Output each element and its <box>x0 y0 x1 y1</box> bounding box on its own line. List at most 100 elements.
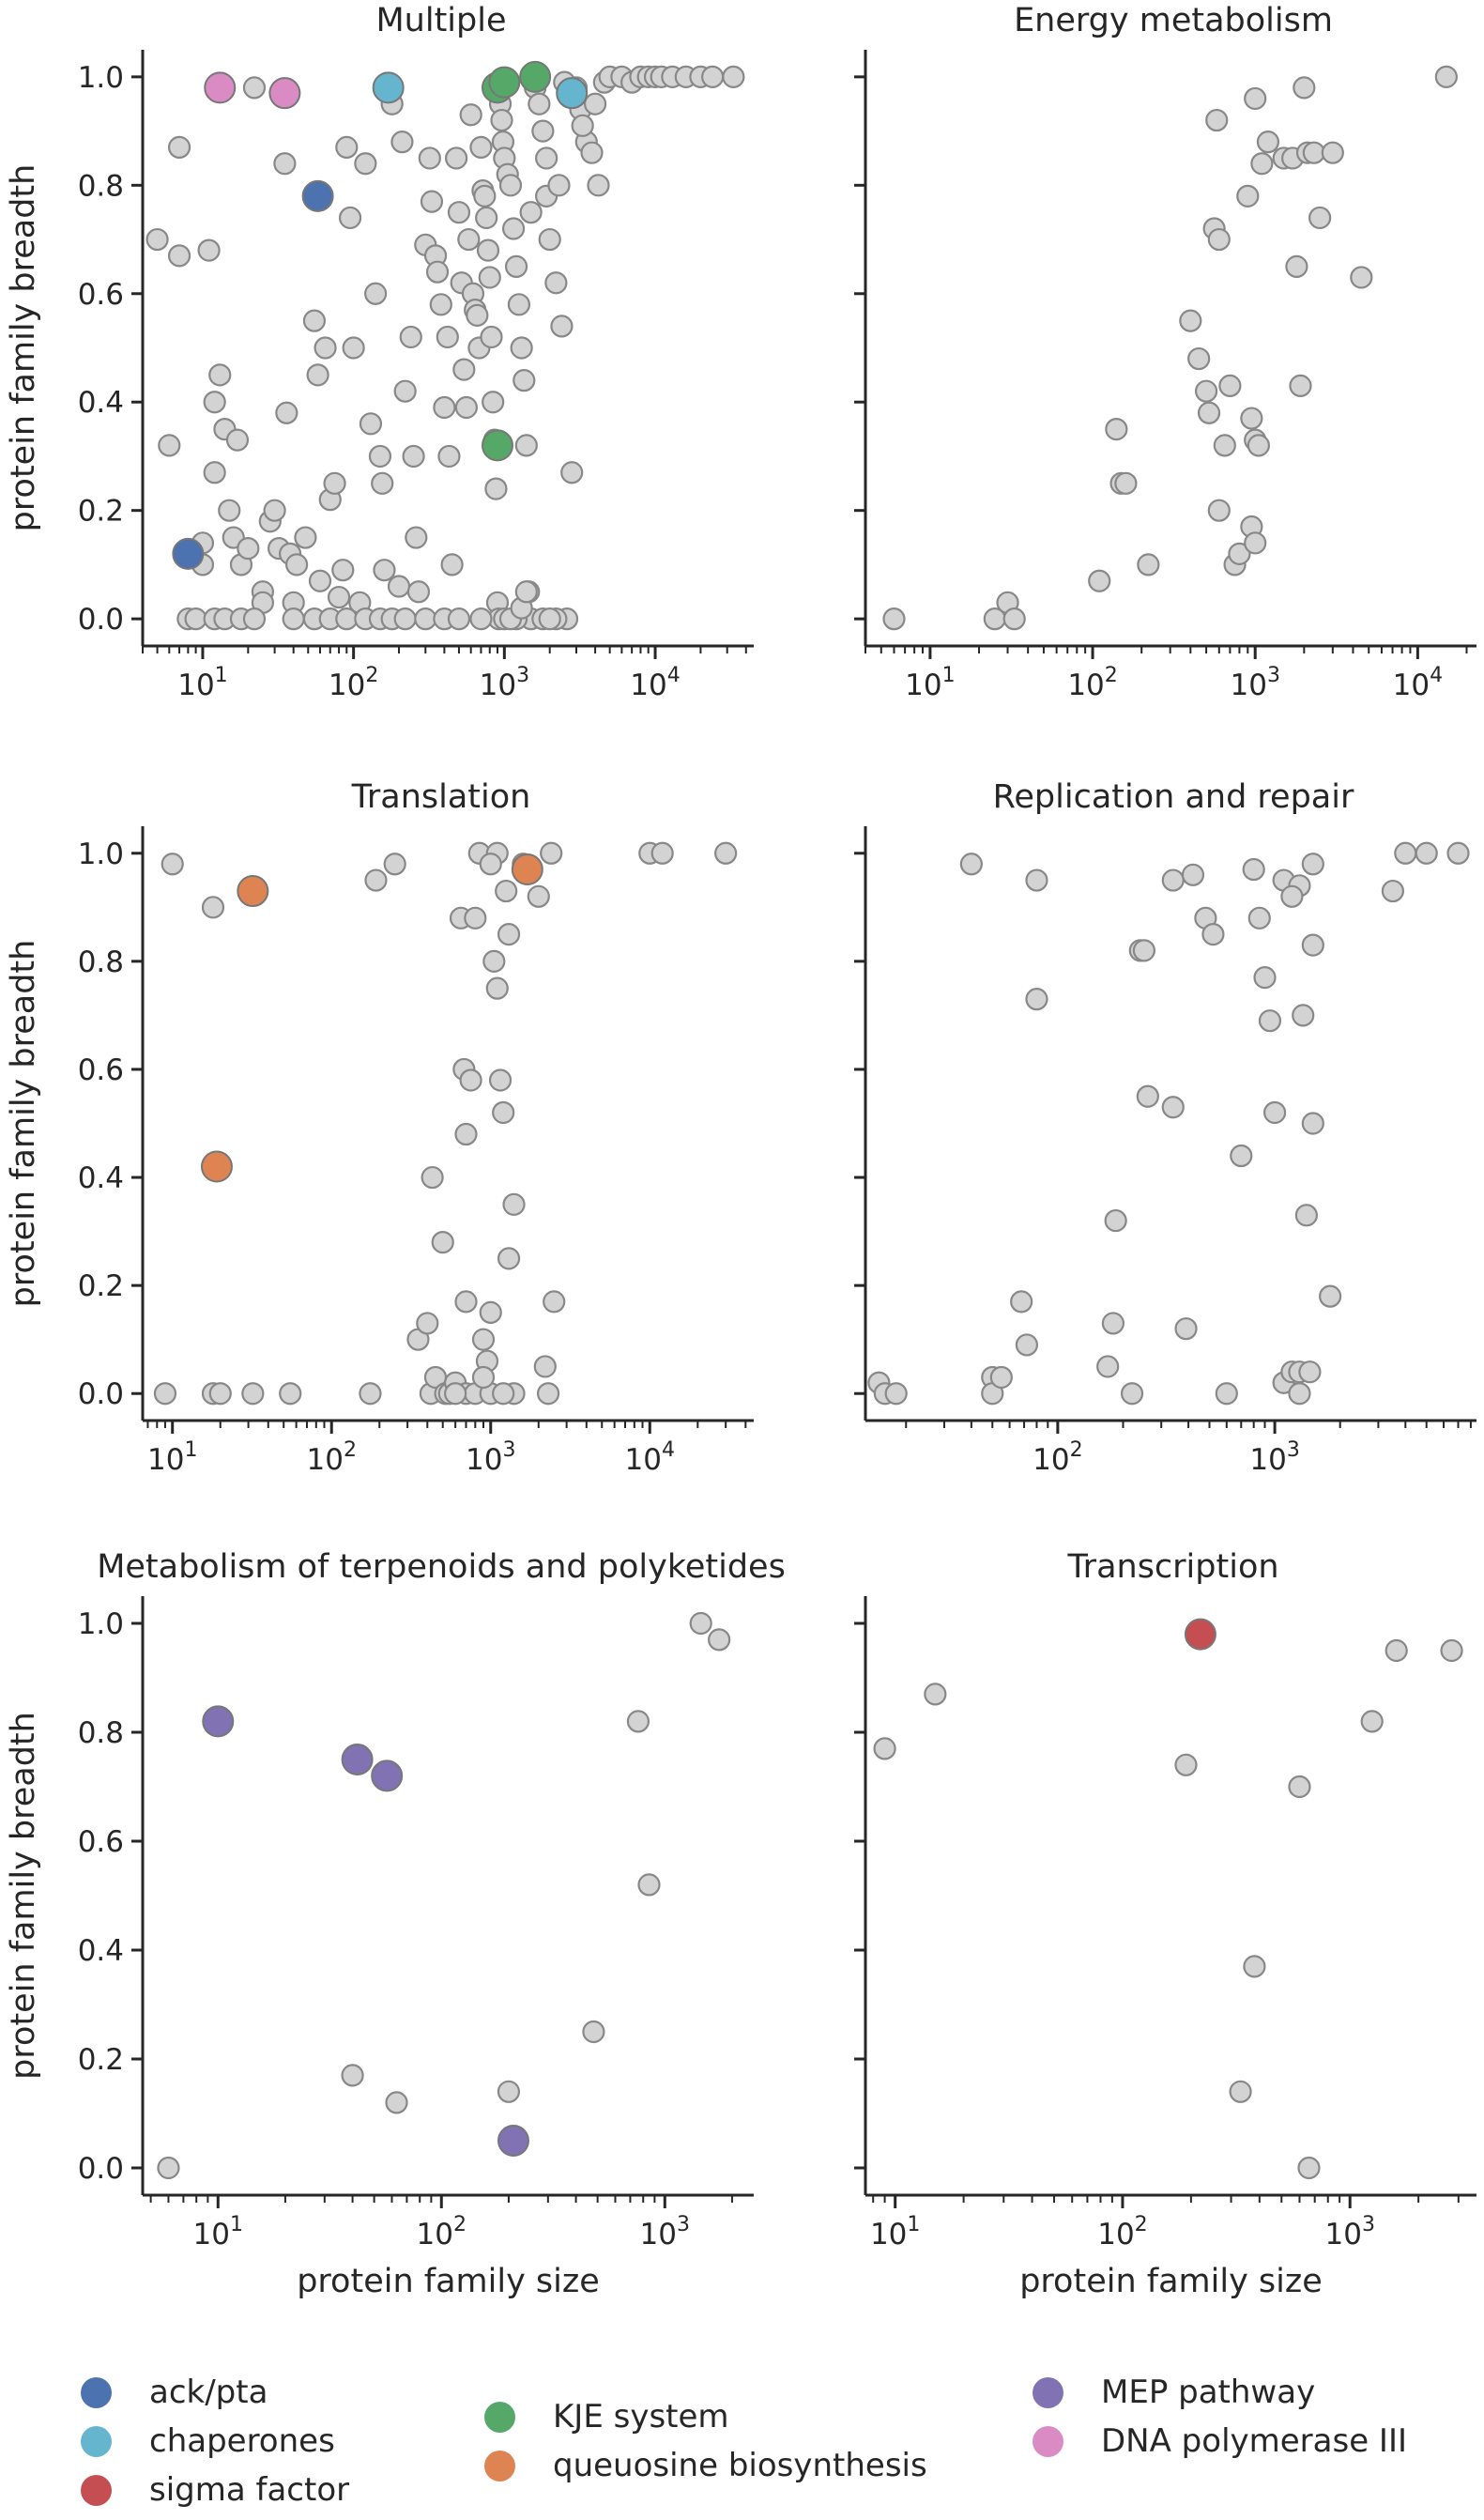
panel1-point <box>418 146 441 170</box>
panel5-point <box>637 1873 661 1897</box>
panel1-point <box>519 201 543 224</box>
panel1-highlight-point-dna-pol <box>268 77 301 110</box>
panel5-x-tick-exponent: 1 <box>230 2213 243 2236</box>
panel5-title: Metabolism of terpenoids and polyketides <box>97 1548 786 1586</box>
panel2-point <box>882 607 906 631</box>
panel4-point <box>1230 1144 1253 1168</box>
panel1-point <box>447 607 471 631</box>
panel1-point <box>368 444 392 469</box>
panel5-y-tick-label: 0.8 <box>78 1716 124 1750</box>
panel2-point <box>1194 379 1218 403</box>
panel3-point <box>416 1312 439 1335</box>
panel6-x-tick-exponent: 2 <box>1135 2213 1148 2236</box>
panel4-point <box>959 853 983 876</box>
panel2-point <box>1207 499 1231 522</box>
panel2-x-tick-label: 104 <box>1393 664 1443 702</box>
panel3-point <box>383 853 406 876</box>
panel6-point <box>924 1683 947 1706</box>
panel3-point <box>431 1230 454 1254</box>
panel1-point <box>535 146 558 170</box>
panel1-point <box>478 266 501 289</box>
panel1-point <box>454 395 478 420</box>
panel3-point <box>459 1068 482 1092</box>
panel5-point <box>708 1628 731 1652</box>
panel4-point <box>1301 1112 1324 1135</box>
panel4-point <box>1010 1290 1033 1314</box>
panel5-highlight-point-mep-pathway <box>371 1759 404 1792</box>
panel2-point <box>1105 417 1128 441</box>
legend-marker-chaperones <box>81 2425 112 2457</box>
panel1-point <box>218 499 241 522</box>
panel2-point <box>1293 76 1316 100</box>
panel2-point <box>1236 184 1260 207</box>
panel3-point <box>527 884 550 908</box>
panel1-point <box>473 184 497 207</box>
legend-item-dna-pol: DNA polymerase III <box>1033 2422 1407 2460</box>
panel1-point <box>390 131 414 154</box>
panel1-y-tick-label: 1.0 <box>78 61 124 95</box>
panel4-x-tick-label: 102 <box>1033 1438 1082 1477</box>
panel2-point <box>1240 407 1263 430</box>
panel1-point <box>587 174 610 197</box>
panel1-point <box>447 201 471 224</box>
panel2-point <box>1285 254 1308 279</box>
panel5-point <box>157 2156 180 2180</box>
panel1-point <box>547 174 571 197</box>
panel3-point <box>454 1122 478 1146</box>
panel1-point <box>335 135 359 160</box>
panel1-point <box>510 336 533 360</box>
panel1-point <box>393 379 417 403</box>
panel3-x-tick-exponent: 2 <box>344 1438 357 1462</box>
panel3-y-tick-label: 0.2 <box>78 1269 124 1303</box>
panel5-y-tick-label: 0.6 <box>78 1825 124 1859</box>
panel2-point <box>1228 542 1251 565</box>
panel2-x-tick-exponent: 3 <box>1267 664 1280 687</box>
panel1-point <box>331 559 355 582</box>
panel1-point <box>440 553 464 576</box>
panel2-point <box>1137 553 1160 576</box>
panel3-highlight-point-queuosine <box>237 875 269 908</box>
panel1-point <box>237 536 260 561</box>
panel4-point <box>1280 884 1304 908</box>
panel2-point <box>1308 206 1332 230</box>
panel5-y-tick-label: 0.4 <box>78 1934 124 1968</box>
panel1-highlight-point-kje-system <box>481 429 513 462</box>
panel1-point <box>285 553 309 576</box>
panel3-x-tick-label: 104 <box>625 1438 675 1477</box>
panel4-point <box>1025 868 1048 892</box>
panel3-point <box>208 1382 232 1406</box>
panel2-x-tick-exponent: 4 <box>1430 664 1443 687</box>
legend-marker-kje-system <box>484 2401 515 2433</box>
panel1-point <box>476 238 500 262</box>
legend-marker-mep-pathway <box>1033 2376 1063 2408</box>
panel6-point <box>1229 2080 1252 2103</box>
panel4-point <box>1319 1284 1342 1308</box>
legend-label-sigma-factor: sigma factor <box>149 2471 350 2509</box>
panel3-highlight-point-queuosine <box>511 853 543 886</box>
panel1-point <box>498 174 523 197</box>
panel1-point <box>208 363 232 387</box>
panel1-point <box>475 206 498 230</box>
panel3-point <box>421 1165 444 1190</box>
panel6-title: Transcription <box>1066 1548 1278 1586</box>
panel1-point <box>338 206 362 230</box>
panel3-x-tick-exponent: 1 <box>184 1438 197 1462</box>
panel1-point <box>452 358 476 381</box>
panel2-point <box>1213 434 1236 457</box>
panel2-point <box>1244 531 1267 555</box>
panel1-point <box>145 227 169 252</box>
panel1-highlight-point-ack-pta <box>301 179 334 212</box>
panel1-point <box>531 119 555 143</box>
legend-marker-ack-pta <box>81 2376 112 2408</box>
panel1-y-tick-label: 0.2 <box>78 495 124 529</box>
panel3-point <box>492 1100 515 1125</box>
panel1-highlight-point-dna-pol <box>204 71 237 104</box>
panel6-x-tick-label: 101 <box>870 2213 920 2251</box>
panel1-point <box>275 401 298 424</box>
panel1-point <box>302 309 327 332</box>
panel1-x-tick-label: 101 <box>177 664 227 702</box>
panel4-point <box>1174 1317 1198 1341</box>
panel1-point <box>420 190 444 213</box>
panel1-point <box>393 607 417 631</box>
legend-item-chaperones: chaperones <box>81 2422 335 2460</box>
